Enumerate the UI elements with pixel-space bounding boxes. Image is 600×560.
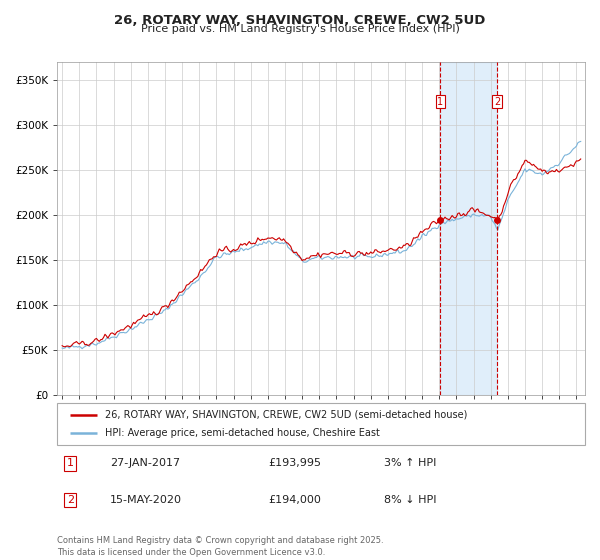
FancyBboxPatch shape <box>57 403 585 445</box>
Text: 3% ↑ HPI: 3% ↑ HPI <box>385 459 437 468</box>
Text: 2: 2 <box>494 96 500 106</box>
Text: 15-MAY-2020: 15-MAY-2020 <box>110 495 182 505</box>
Text: £194,000: £194,000 <box>268 495 321 505</box>
Text: 27-JAN-2017: 27-JAN-2017 <box>110 459 180 468</box>
Text: 26, ROTARY WAY, SHAVINGTON, CREWE, CW2 5UD: 26, ROTARY WAY, SHAVINGTON, CREWE, CW2 5… <box>115 14 485 27</box>
Text: Contains HM Land Registry data © Crown copyright and database right 2025.
This d: Contains HM Land Registry data © Crown c… <box>57 536 383 557</box>
Bar <box>440 62 497 395</box>
Text: HPI: Average price, semi-detached house, Cheshire East: HPI: Average price, semi-detached house,… <box>104 428 379 438</box>
Text: 26, ROTARY WAY, SHAVINGTON, CREWE, CW2 5UD (semi-detached house): 26, ROTARY WAY, SHAVINGTON, CREWE, CW2 5… <box>104 409 467 419</box>
Text: 1: 1 <box>67 459 74 468</box>
Text: 8% ↓ HPI: 8% ↓ HPI <box>385 495 437 505</box>
Text: Price paid vs. HM Land Registry's House Price Index (HPI): Price paid vs. HM Land Registry's House … <box>140 24 460 34</box>
Text: 2: 2 <box>67 495 74 505</box>
Text: £193,995: £193,995 <box>268 459 321 468</box>
Text: 1: 1 <box>437 96 443 106</box>
